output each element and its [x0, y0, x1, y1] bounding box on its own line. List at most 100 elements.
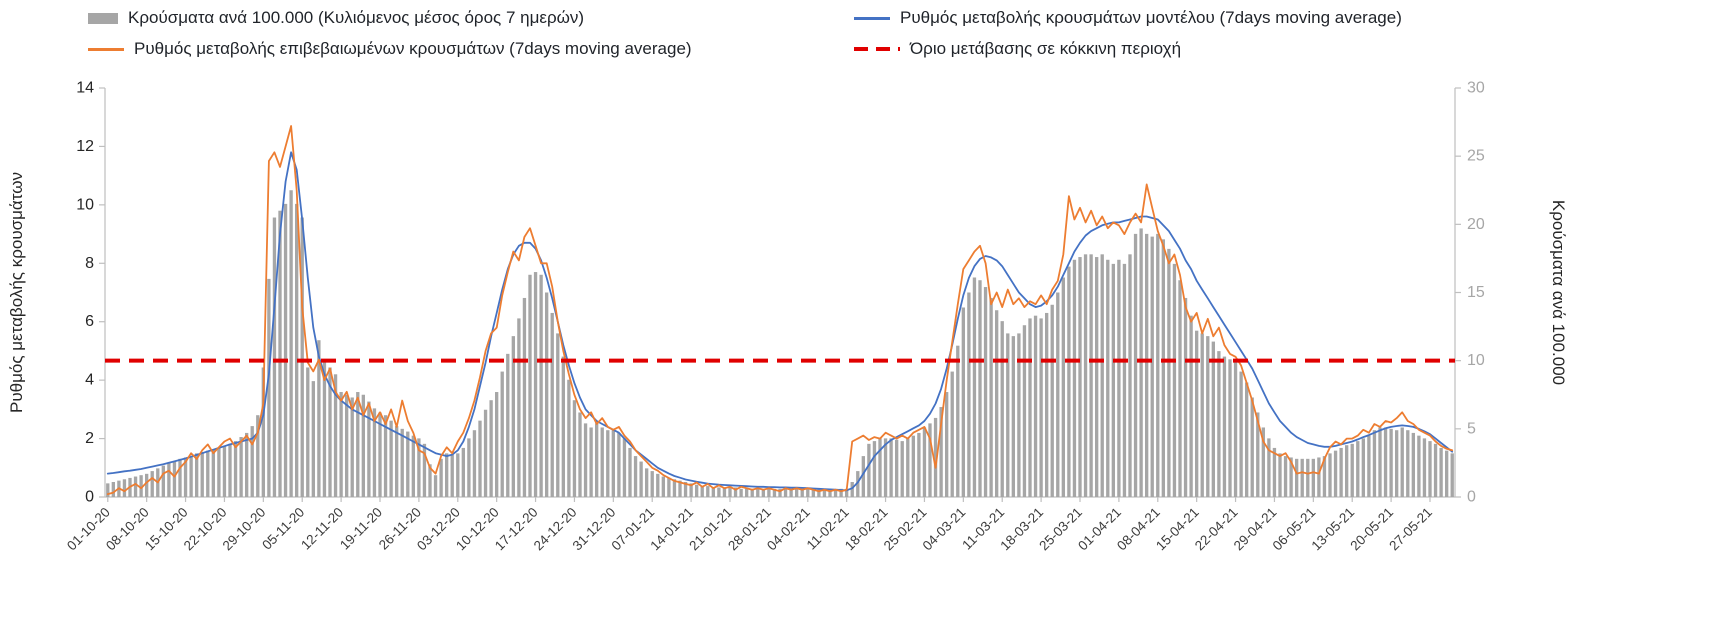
- bar: [456, 453, 460, 497]
- bar: [972, 277, 977, 497]
- bar: [245, 432, 249, 497]
- bar: [1106, 259, 1110, 497]
- bar: [761, 488, 765, 497]
- bar: [1222, 356, 1227, 497]
- bar: [633, 456, 638, 497]
- bar: [928, 423, 932, 497]
- bar: [217, 447, 221, 497]
- bar: [545, 292, 549, 497]
- bar: [722, 487, 727, 497]
- bar: [1395, 430, 1399, 497]
- bar: [239, 437, 243, 497]
- bar: [328, 367, 332, 497]
- bar: [1283, 456, 1288, 497]
- bar: [767, 488, 771, 497]
- bar: [511, 336, 515, 497]
- bar: [1361, 438, 1365, 497]
- bar: [1128, 254, 1132, 497]
- bar: [406, 431, 410, 497]
- x-axis-tick-label: 27-05-21: [1386, 505, 1435, 554]
- bar: [1367, 435, 1371, 497]
- bar: [783, 488, 788, 497]
- bar: [1250, 397, 1254, 497]
- left-axis-tick-label: 0: [85, 489, 94, 506]
- bar: [728, 487, 732, 497]
- chart-legend: Κρούσματα ανά 100.000 (Κυλιόμενος μέσος …: [88, 8, 1402, 59]
- bar: [1389, 428, 1393, 497]
- legend-label-model-line: Ρυθμός μεταβολής κρουσμάτων μοντέλου (7d…: [900, 8, 1402, 27]
- bar: [922, 427, 927, 497]
- bar: [995, 310, 999, 497]
- bar: [450, 454, 454, 497]
- bar: [606, 430, 610, 497]
- bar: [539, 274, 543, 497]
- bar: [950, 371, 954, 497]
- bar: [1306, 458, 1310, 497]
- bar: [1317, 457, 1321, 497]
- bar: [1433, 443, 1438, 497]
- right-axis-tick-label: 10: [1467, 352, 1485, 369]
- bar: [839, 488, 843, 497]
- bar: [900, 441, 904, 497]
- bar: [706, 486, 710, 497]
- bar: [150, 471, 154, 497]
- bar: [206, 450, 210, 497]
- bar: [533, 272, 538, 497]
- bar: [672, 479, 677, 497]
- bar: [939, 407, 943, 497]
- bar: [1061, 277, 1065, 497]
- bar: [1311, 458, 1315, 497]
- bar: [1167, 248, 1171, 497]
- legend-item-cases-bars: Κρούσματα ανά 100.000 (Κυλιόμενος μέσος …: [88, 8, 854, 28]
- bar: [1400, 427, 1404, 497]
- bar: [617, 432, 621, 497]
- bar: [1150, 236, 1154, 497]
- bar: [111, 482, 115, 497]
- bar: [1033, 315, 1038, 497]
- bar: [1122, 263, 1127, 497]
- bar: [1267, 438, 1271, 497]
- bar: [611, 430, 615, 497]
- bar: [395, 426, 399, 497]
- bar: [789, 488, 793, 497]
- bar: [1378, 427, 1382, 497]
- bar: [1233, 362, 1238, 497]
- bar: [211, 449, 215, 497]
- bar: [195, 453, 199, 497]
- bar: [283, 203, 288, 497]
- left-axis-title: Ρυθμός μεταβολής κρουσμάτων: [7, 172, 26, 413]
- bar: [278, 210, 282, 497]
- legend-item-confirmed-line: Ρυθμός μεταβολής επιβεβαιωμένων κρουσμάτ…: [88, 39, 854, 59]
- bar: [1095, 257, 1099, 497]
- bar: [1422, 438, 1427, 497]
- bar: [1428, 441, 1432, 497]
- bar: [650, 471, 654, 497]
- legend-item-model-line: Ρυθμός μεταβολής κρουσμάτων μοντέλου (7d…: [854, 8, 1402, 28]
- bar: [811, 488, 815, 497]
- bar: [517, 318, 521, 497]
- right-axis-tick-label: 0: [1467, 489, 1476, 506]
- bar: [883, 438, 888, 497]
- bar: [917, 432, 921, 497]
- bar: [700, 486, 704, 497]
- bar: [272, 217, 277, 497]
- bar: [1145, 233, 1149, 498]
- bar: [889, 438, 893, 497]
- bar: [683, 482, 688, 497]
- legend-label-confirmed-line: Ρυθμός μεταβολής επιβεβαιωμένων κρουσμάτ…: [134, 39, 692, 58]
- bar: [106, 483, 110, 497]
- bar: [1050, 304, 1054, 497]
- bar: [233, 441, 238, 497]
- bar: [356, 392, 360, 497]
- bar: [1045, 312, 1049, 497]
- left-axis-tick-label: 14: [76, 80, 94, 97]
- bar: [445, 453, 449, 497]
- bar: [1117, 259, 1121, 497]
- bar: [628, 447, 632, 497]
- bar: [528, 274, 532, 497]
- right-axis-tick-label: 30: [1467, 80, 1485, 97]
- bar: [895, 439, 899, 497]
- bar: [383, 415, 388, 497]
- bar: [333, 374, 338, 497]
- bar: [572, 400, 577, 497]
